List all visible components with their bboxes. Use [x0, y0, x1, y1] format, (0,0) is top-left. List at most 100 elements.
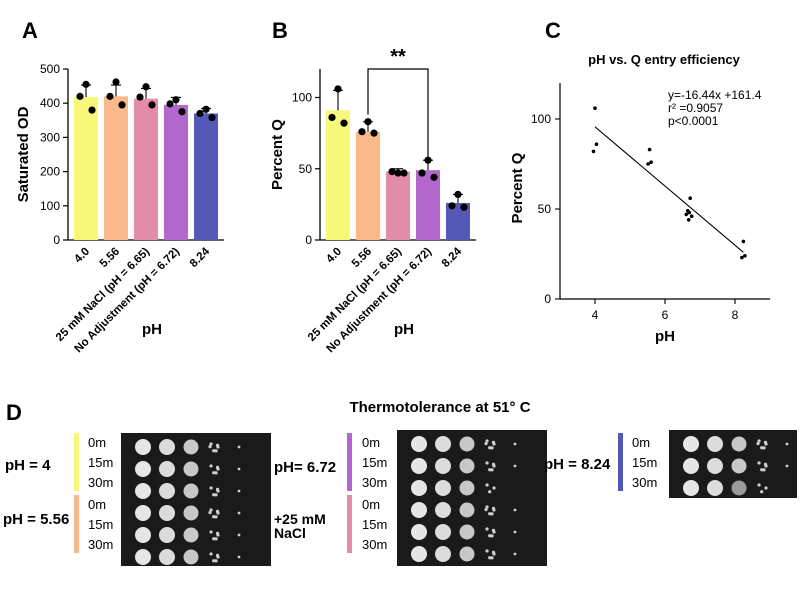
colony — [485, 549, 489, 553]
condition-label: pH = 8.24 — [544, 456, 611, 473]
x-tick-label: 8 — [732, 308, 739, 322]
data-point — [743, 254, 747, 258]
colony-spot — [183, 483, 199, 499]
colony — [215, 465, 220, 469]
colony — [491, 462, 496, 466]
data-point — [178, 108, 186, 116]
time-label: 0m — [362, 435, 380, 450]
x-axis-label: pH — [394, 321, 414, 338]
x-axis-label: pH — [655, 328, 675, 345]
data-point — [448, 202, 456, 210]
colony-spot — [411, 524, 427, 540]
colony-spot — [411, 502, 427, 518]
data-point — [688, 196, 692, 200]
significance-bracket — [367, 68, 429, 158]
colony — [763, 440, 768, 444]
panel-label-d: D — [6, 400, 22, 425]
data-point — [593, 106, 597, 110]
colony — [763, 462, 768, 466]
time-label: 30m — [88, 537, 113, 552]
x-axis-label: pH — [142, 321, 162, 338]
colony-spot — [459, 502, 475, 518]
spot-plate-2 — [397, 430, 547, 566]
data-point — [647, 147, 652, 152]
colony — [485, 527, 489, 531]
colony-spot — [159, 549, 175, 565]
x-tick-label: 4.0 — [324, 246, 344, 266]
data-point — [208, 113, 216, 122]
colony — [215, 531, 220, 535]
colony-spot — [135, 483, 151, 499]
colony-spot — [435, 502, 451, 518]
colony-spot — [411, 458, 427, 474]
data-point — [172, 96, 180, 104]
colony-spot — [683, 480, 699, 496]
colony — [756, 442, 760, 446]
y-tick-label: 0 — [53, 233, 60, 247]
plate-background — [121, 433, 271, 566]
colony — [491, 550, 496, 554]
colony-spot — [411, 436, 427, 452]
colony — [490, 556, 494, 560]
colony — [757, 439, 761, 443]
colony — [491, 528, 496, 532]
colony — [490, 468, 494, 472]
condition-color-bar — [618, 433, 623, 491]
colony-spot — [707, 480, 723, 496]
x-tick-label: 4 — [592, 308, 599, 322]
condition-label: pH = 4 — [5, 457, 51, 474]
colony — [488, 556, 492, 560]
data-point — [82, 80, 90, 88]
time-label: 15m — [362, 517, 387, 532]
data-point — [418, 169, 426, 177]
colony — [212, 471, 216, 475]
colony — [237, 489, 241, 493]
data-point — [370, 129, 378, 137]
data-point — [740, 255, 744, 260]
condition-color-bar — [74, 495, 79, 553]
colony — [212, 537, 216, 541]
colony-spot — [135, 527, 151, 543]
colony — [785, 464, 789, 468]
colony-spot — [159, 461, 175, 477]
colony-spot — [159, 527, 175, 543]
colony — [209, 464, 213, 468]
bar — [356, 131, 380, 240]
data-point — [394, 169, 402, 177]
time-label: 15m — [88, 517, 113, 532]
data-point — [148, 101, 156, 109]
data-point — [118, 101, 126, 109]
colony — [757, 483, 761, 487]
data-point — [646, 162, 650, 166]
colony — [762, 446, 766, 450]
colony-spot — [435, 524, 451, 540]
colony-spot — [459, 524, 475, 540]
colony — [757, 461, 761, 465]
fit-stat: p<0.0001 — [668, 114, 719, 128]
time-label: 30m — [362, 537, 387, 552]
bar — [416, 170, 440, 240]
fit-stat: r² =0.9057 — [668, 101, 723, 115]
colony — [215, 487, 220, 491]
bar — [134, 98, 158, 240]
colony — [237, 511, 241, 515]
data-point — [741, 239, 746, 244]
colony — [764, 486, 768, 490]
colony-spot — [183, 461, 199, 477]
colony — [513, 508, 517, 512]
spot-plate-1 — [121, 433, 271, 566]
colony-spot — [135, 549, 151, 565]
data-point — [202, 105, 210, 113]
data-point — [166, 100, 174, 108]
colony — [212, 559, 216, 563]
panel-label-a: A — [22, 18, 38, 43]
colony-spot — [683, 436, 699, 452]
colony-spot — [135, 461, 151, 477]
colony-spot — [135, 505, 151, 521]
colony — [214, 559, 218, 563]
colony — [785, 442, 789, 446]
data-point — [340, 119, 348, 127]
bar — [164, 104, 188, 240]
colony — [760, 490, 764, 494]
